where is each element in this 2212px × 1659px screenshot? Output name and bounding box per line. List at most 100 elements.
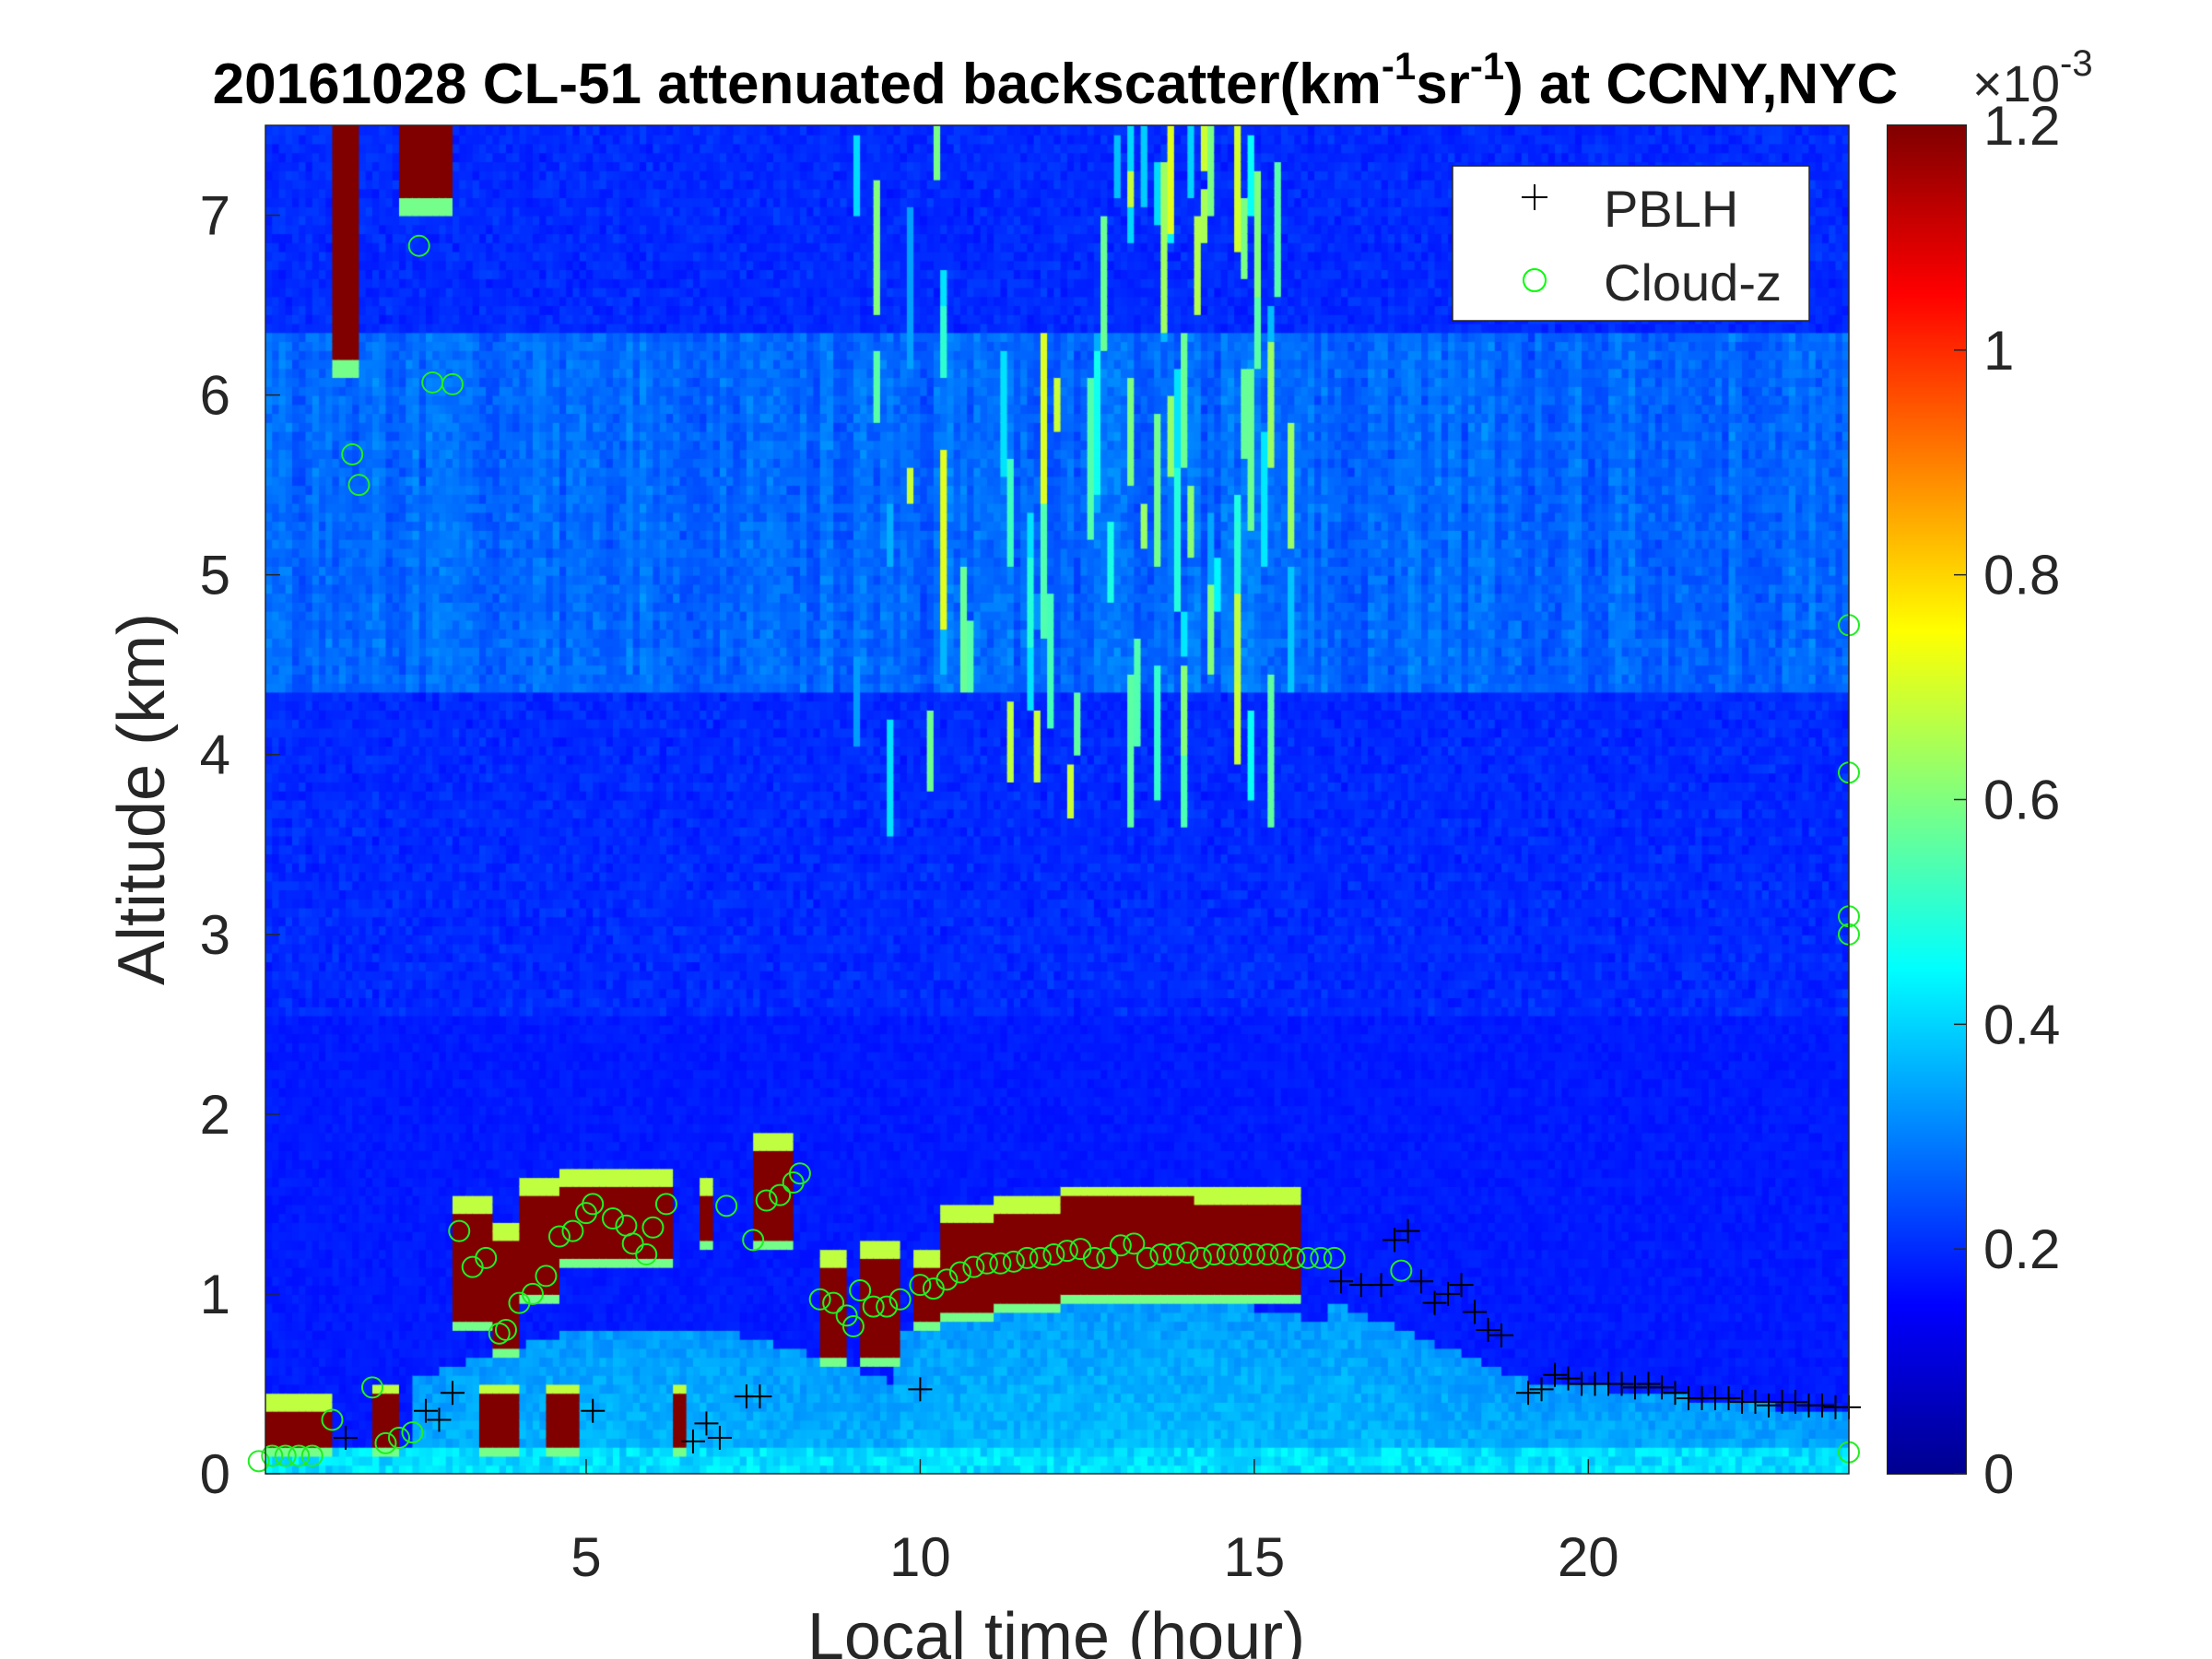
pblh-point [1663, 1381, 1688, 1406]
cloudz-point [1310, 1246, 1333, 1269]
cloudz-point [962, 1255, 985, 1278]
legend-pblh-marker-icon [1522, 184, 1547, 210]
cloudz-point [261, 1444, 284, 1467]
cloudz-point [841, 1315, 865, 1338]
colorbar-tick-label: 0.8 [1983, 545, 2060, 606]
legend-cloudz-marker-icon [1523, 268, 1547, 292]
cloudz-point [288, 1444, 311, 1467]
cloudz-point [574, 1202, 597, 1225]
cloudz-point [1162, 1243, 1185, 1266]
x-axis-label: Local time (hour) [807, 1600, 1305, 1659]
cloudz-point [535, 1265, 558, 1288]
cloudz-point [989, 1252, 1012, 1275]
pblh-point [1382, 1228, 1407, 1253]
cloudz-point [321, 1408, 344, 1431]
cloudz-point [274, 1444, 297, 1467]
cloudz-point [1109, 1234, 1132, 1257]
cloudz-point [1082, 1246, 1105, 1269]
x-tick-label: 10 [889, 1526, 951, 1588]
cloudz-point [1323, 1246, 1346, 1269]
pblh-point [1329, 1269, 1354, 1294]
x-tick-label: 15 [1223, 1526, 1285, 1588]
y-axis-label: Altitude (km) [105, 613, 179, 985]
pblh-point [1436, 1281, 1461, 1306]
data-marks [247, 234, 1861, 1473]
cloudz-point [641, 1216, 665, 1239]
cloudz-point [360, 1376, 383, 1399]
cloudz-point [755, 1189, 778, 1212]
pblh-point [413, 1398, 438, 1423]
legend-label-pblh: PBLH [1604, 180, 1738, 238]
pblh-point [680, 1429, 705, 1453]
pblh-point [1516, 1381, 1541, 1406]
cloudz-point [822, 1291, 845, 1314]
y-tick-label: 1 [200, 1264, 230, 1325]
cloudz-point [621, 1232, 644, 1255]
pblh-point [1623, 1375, 1648, 1400]
pblh-point [427, 1407, 452, 1432]
pblh-point [1716, 1386, 1741, 1411]
y-tick-label: 6 [200, 365, 230, 427]
pblh-point [1609, 1371, 1634, 1396]
pblh-point [1810, 1393, 1835, 1418]
plot-frame [265, 124, 1850, 1475]
colorbar-exponent: ×10-3 [1972, 43, 2093, 112]
x-tick-label: 20 [1558, 1526, 1619, 1588]
cloudz-point [769, 1183, 792, 1206]
pblh-point [1743, 1389, 1768, 1414]
cloudz-point [561, 1219, 584, 1242]
pblh-point [1556, 1366, 1581, 1391]
cloudz-point [635, 1243, 658, 1266]
legend-box [1452, 165, 1810, 322]
cloudz-point [1256, 1243, 1279, 1266]
pblh-point [440, 1381, 465, 1406]
pblh-point [1529, 1377, 1554, 1402]
cloudz-point [1096, 1246, 1119, 1269]
x-tick-label: 5 [571, 1526, 601, 1588]
cloudz-point [808, 1288, 831, 1311]
cloudz-point [387, 1426, 410, 1449]
cloudz-point [1203, 1243, 1226, 1266]
cloudz-point [441, 372, 464, 395]
pblh-point [1489, 1323, 1514, 1347]
cloudz-point [788, 1162, 811, 1185]
pblh-point [707, 1425, 732, 1450]
cloudz-point [975, 1252, 998, 1275]
pblh-point [1348, 1273, 1373, 1298]
colorbar-tick-label: 0.6 [1983, 770, 2060, 831]
cloudz-point [582, 1193, 605, 1216]
cloudz-point [1390, 1259, 1413, 1282]
cloudz-point [1296, 1246, 1319, 1269]
colorbar-tick-label: 0.4 [1983, 994, 2060, 1055]
cloudz-point [1042, 1243, 1065, 1266]
y-tick-label: 5 [200, 545, 230, 606]
colorbar-tick-label: 0.2 [1983, 1218, 2060, 1280]
cloudz-point [1016, 1246, 1039, 1269]
pblh-point [1783, 1389, 1808, 1414]
cloudz-point [862, 1295, 885, 1318]
pblh-point [1422, 1290, 1447, 1315]
cloudz-point [547, 1225, 571, 1248]
cloudz-point [1230, 1243, 1253, 1266]
pblh-point [694, 1411, 719, 1436]
cloudz-point [948, 1261, 971, 1284]
pblh-point [1476, 1317, 1500, 1342]
y-tick-label: 2 [200, 1084, 230, 1146]
cloudz-point [1135, 1246, 1159, 1269]
cloudz-point [347, 474, 371, 497]
cloudz-point [421, 371, 444, 394]
cloudz-point [1216, 1243, 1239, 1266]
pblh-point [1543, 1362, 1568, 1387]
cloudz-point [1055, 1240, 1078, 1263]
cloudz-point [407, 234, 430, 257]
colorbar-tick-label: 1 [1983, 320, 2014, 382]
colorbar-tick-label: 0 [1983, 1443, 2014, 1505]
cloudz-point [1029, 1246, 1052, 1269]
cloudz-point [1189, 1246, 1212, 1269]
pblh-point [333, 1425, 358, 1450]
chart-title: 20161028 CL-51 attenuated backscatter(km… [213, 44, 1899, 116]
cloudz-point [448, 1219, 471, 1242]
cloudz-point [247, 1450, 270, 1473]
